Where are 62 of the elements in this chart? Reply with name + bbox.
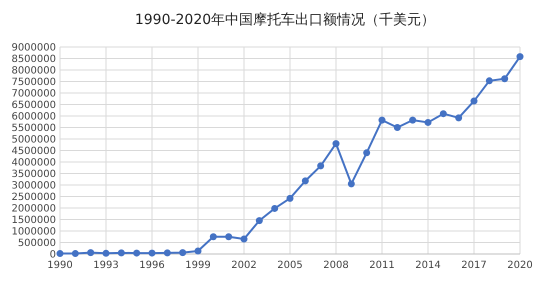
point bbox=[87, 249, 94, 256]
point bbox=[455, 114, 462, 122]
point bbox=[317, 162, 324, 170]
x-tick-label: 2020 bbox=[507, 260, 533, 271]
x-tick-label: 1993 bbox=[93, 260, 119, 271]
point bbox=[240, 236, 248, 243]
point bbox=[256, 217, 263, 224]
point bbox=[332, 140, 340, 148]
y-tick-label: 5500000 bbox=[11, 123, 56, 134]
x-tick-label: 2002 bbox=[231, 260, 257, 271]
point bbox=[378, 116, 386, 124]
point bbox=[102, 250, 110, 257]
x-tick-label: 1999 bbox=[185, 260, 211, 271]
y-tick-label: 6500000 bbox=[11, 100, 56, 111]
y-tick-label: 6000000 bbox=[11, 112, 56, 122]
y-tick-label: 7000000 bbox=[11, 88, 56, 100]
point bbox=[501, 75, 508, 82]
point bbox=[271, 204, 278, 212]
y-tick-label: 2500000 bbox=[11, 192, 56, 203]
y-tick-label: 9000000 bbox=[11, 42, 56, 54]
point bbox=[394, 124, 401, 131]
y-tick-label: 1500000 bbox=[11, 215, 56, 226]
point bbox=[56, 250, 64, 258]
point bbox=[409, 116, 416, 124]
y-tick-label: 1000000 bbox=[11, 226, 56, 238]
y-tick-label: 7500000 bbox=[11, 77, 56, 88]
point bbox=[440, 110, 447, 118]
point bbox=[179, 249, 186, 256]
y-tick-label: 500000 bbox=[18, 238, 56, 249]
x-tick-label: 2017 bbox=[461, 260, 487, 271]
chart-title: 1990-2020年中国摩托车出口额情况（千美元） bbox=[134, 12, 436, 28]
x-tick-label: 1996 bbox=[139, 260, 165, 271]
y-tick-label: 8500000 bbox=[11, 54, 56, 65]
x-tick-label: 2008 bbox=[323, 260, 349, 271]
point bbox=[194, 248, 202, 255]
x-tick-label: 2005 bbox=[277, 260, 303, 271]
point bbox=[424, 118, 432, 126]
point bbox=[470, 98, 478, 105]
y-tick-label: 2000000 bbox=[11, 204, 56, 214]
point bbox=[118, 249, 125, 256]
x-tick-label: 2014 bbox=[415, 260, 441, 271]
x-tick-label: 2011 bbox=[369, 260, 395, 271]
point bbox=[302, 177, 309, 184]
y-tick-label: 4500000 bbox=[11, 146, 56, 157]
y-tick-label: 8000000 bbox=[11, 66, 56, 76]
point bbox=[210, 233, 217, 240]
point bbox=[486, 77, 493, 84]
y-tick-label: 4000000 bbox=[11, 158, 56, 168]
point bbox=[148, 250, 156, 257]
point bbox=[516, 53, 524, 60]
y-tick-label: 3500000 bbox=[11, 169, 56, 180]
y-tick-label: 5000000 bbox=[11, 134, 56, 146]
point bbox=[225, 233, 232, 240]
point bbox=[348, 180, 355, 188]
x-tick-label: 1990 bbox=[47, 260, 73, 271]
y-tick-label: 0 bbox=[50, 250, 56, 260]
point bbox=[72, 250, 79, 258]
y-tick-label: 3000000 bbox=[11, 180, 56, 192]
point bbox=[286, 194, 294, 202]
point bbox=[164, 249, 171, 256]
point bbox=[363, 149, 370, 156]
point bbox=[133, 250, 140, 257]
